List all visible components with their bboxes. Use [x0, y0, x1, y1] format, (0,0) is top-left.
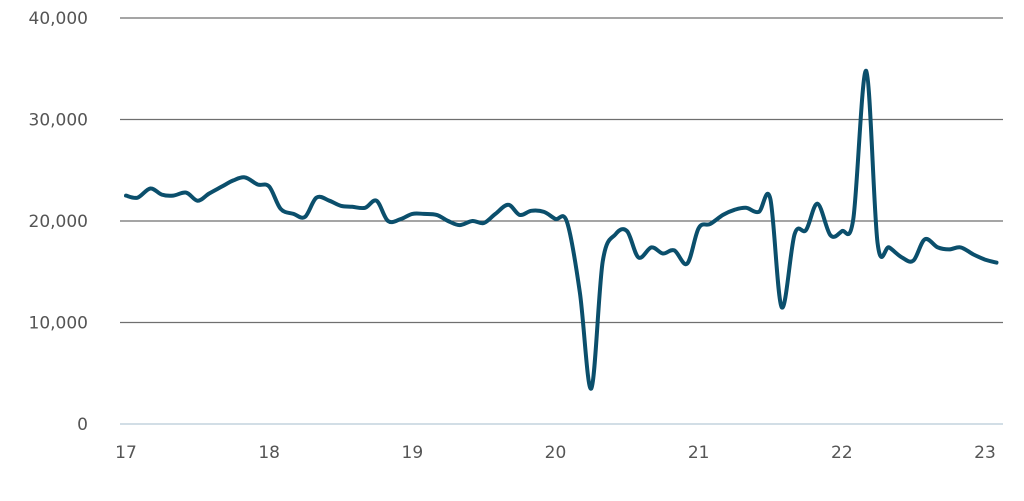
x-tick-label: 23 — [974, 443, 996, 463]
x-tick-label: 21 — [688, 443, 710, 463]
x-tick-label: 17 — [115, 443, 137, 463]
y-axis: 0 10,000 20,000 30,000 40,000 — [29, 9, 1003, 435]
y-tick-label: 10,000 — [29, 314, 88, 334]
x-axis: 17 18 19 20 21 22 23 — [115, 443, 996, 463]
y-tick-label: 0 — [77, 415, 88, 435]
x-tick-label: 19 — [402, 443, 424, 463]
y-tick-label: 40,000 — [29, 9, 88, 29]
x-tick-label: 20 — [545, 443, 567, 463]
series-line — [124, 68, 999, 391]
y-tick-label: 30,000 — [29, 111, 88, 131]
x-tick-label: 22 — [831, 443, 853, 463]
plot-area — [124, 68, 999, 391]
y-tick-label: 20,000 — [29, 212, 88, 232]
x-tick-label: 18 — [258, 443, 280, 463]
